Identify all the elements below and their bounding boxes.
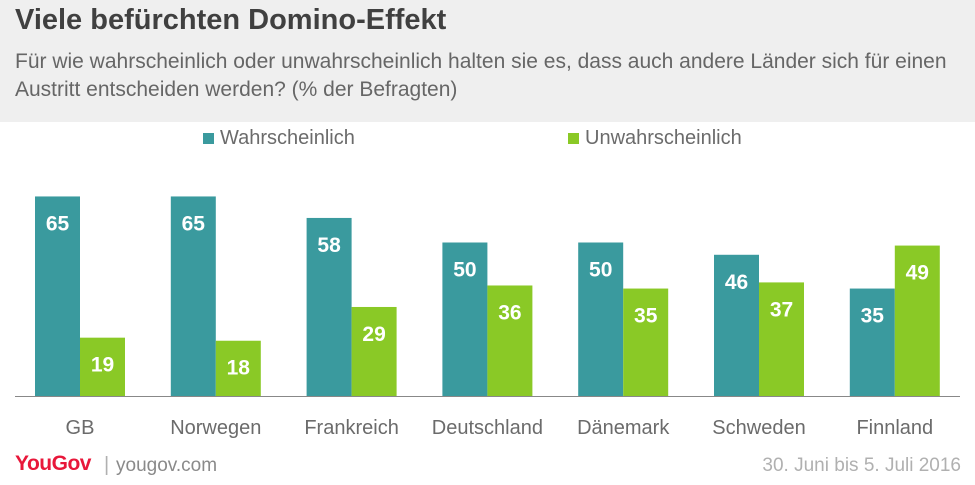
data-label-unwahrscheinlich-gb: 19 [91,354,114,377]
data-label-unwahrscheinlich-norwegen: 18 [227,357,251,380]
data-label-unwahrscheinlich-frankreich: 29 [362,323,385,346]
data-label-wahrscheinlich-gb: 65 [46,212,70,235]
chart-header: Viele befürchten Domino-Effekt Für wie w… [0,0,975,122]
legend-item-wahrscheinlich: Wahrscheinlich [203,127,355,150]
bar-chart: 65 19 GB 65 18 Norwegen 58 29 Frankreich 50 36 Deut… [15,196,960,439]
data-label-wahrscheinlich-dänemark: 50 [589,259,612,282]
legend-label-wahrscheinlich: Wahrscheinlich [220,127,355,149]
bar-wahrscheinlich-finnland [849,288,895,396]
legend-item-unwahrscheinlich: Unwahrscheinlich [568,127,742,150]
data-label-wahrscheinlich-schweden: 46 [725,271,748,294]
footer-separator: | [104,454,110,476]
data-label-wahrscheinlich-frankreich: 58 [317,234,341,257]
chart-title: Viele befürchten Domino-Effekt [15,4,447,36]
category-label-frankreich: Frankreich [304,417,398,439]
bar-wahrscheinlich-gb [35,196,80,396]
bar-wahrscheinlich-schweden [714,254,759,396]
bar-unwahrscheinlich-finnland [894,245,940,396]
data-label-unwahrscheinlich-dänemark: 35 [634,305,658,328]
legend-swatch-unwahrscheinlich [568,133,579,144]
data-label-wahrscheinlich-finnland: 35 [861,305,885,328]
category-label-dänemark: Dänemark [577,417,670,439]
bar-wahrscheinlich-norwegen [170,196,216,396]
bar-unwahrscheinlich-frankreich [351,306,397,396]
bar-unwahrscheinlich-schweden [759,282,804,396]
bar-unwahrscheinlich-dänemark [623,288,669,396]
data-label-unwahrscheinlich-deutschland: 36 [498,301,521,324]
survey-date: 30. Juni bis 5. Juli 2016 [762,455,961,476]
category-label-norwegen: Norwegen [170,417,261,439]
legend-label-unwahrscheinlich: Unwahrscheinlich [585,127,742,149]
data-label-unwahrscheinlich-schweden: 37 [770,298,793,321]
bar-wahrscheinlich-frankreich [306,217,352,396]
data-label-wahrscheinlich-norwegen: 65 [182,212,206,235]
yougov-logo: YouGov [15,452,91,475]
legend-swatch-wahrscheinlich [203,133,214,144]
bar-wahrscheinlich-dänemark [578,242,624,396]
bar-unwahrscheinlich-deutschland [487,285,533,396]
chart-legend: Wahrscheinlich Unwahrscheinlich [0,127,975,153]
category-label-deutschland: Deutschland [432,417,543,439]
bar-unwahrscheinlich-norwegen [215,340,261,396]
data-label-unwahrscheinlich-finnland: 49 [906,262,929,285]
bar-unwahrscheinlich-gb [80,337,125,396]
footer-url: yougov.com [116,455,218,476]
chart-subtitle: Für wie wahrscheinlich oder unwahrschein… [15,50,947,101]
data-label-wahrscheinlich-deutschland: 50 [453,259,476,282]
category-label-schweden: Schweden [712,417,805,439]
bar-wahrscheinlich-deutschland [442,242,488,396]
category-label-finnland: Finnland [856,417,933,439]
category-label-gb: GB [66,417,95,439]
